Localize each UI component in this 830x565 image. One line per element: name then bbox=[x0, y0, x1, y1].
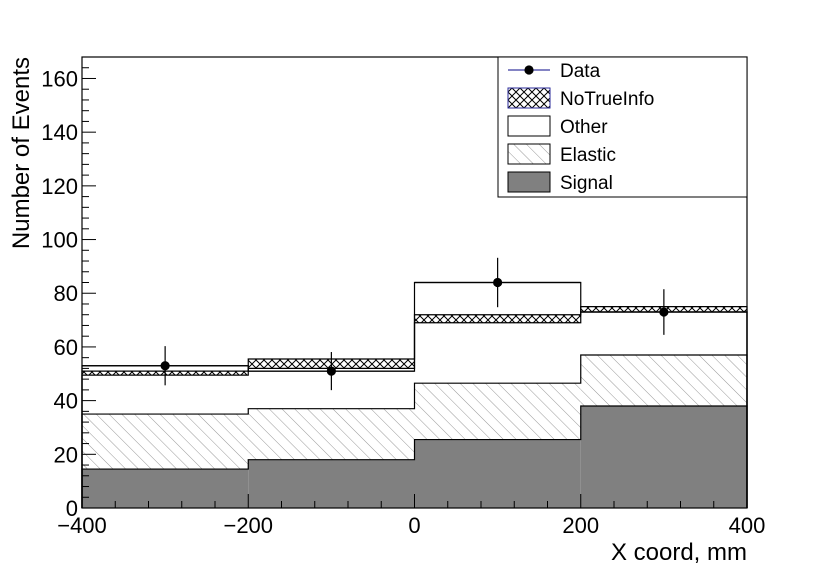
y-tick-label: 80 bbox=[54, 281, 78, 306]
legend-swatch-signal bbox=[507, 171, 551, 193]
bar-signal-1 bbox=[82, 469, 249, 508]
legend-label-data: Data bbox=[560, 61, 601, 82]
y-tick-label: 100 bbox=[41, 228, 78, 253]
legend-swatch-data-marker bbox=[524, 65, 534, 75]
bar-other-3 bbox=[414, 322, 581, 384]
bar-elastic-1 bbox=[82, 414, 249, 470]
y-tick-label: 20 bbox=[54, 442, 78, 467]
bar-signal-4 bbox=[580, 405, 747, 508]
y-tick-label: 40 bbox=[54, 389, 78, 414]
legend-swatch-other bbox=[507, 115, 551, 137]
y-tick-label: 0 bbox=[66, 496, 78, 521]
outline-elastic bbox=[81, 354, 748, 508]
x-tick-label: 0 bbox=[408, 513, 420, 538]
legend-label-elastic: Elastic bbox=[560, 145, 616, 166]
legend: Data NoTrueInfo Other Elastic Signal bbox=[497, 56, 748, 198]
bar-elastic-4 bbox=[580, 354, 747, 406]
data-point-2 bbox=[326, 366, 336, 376]
bar-signal-3 bbox=[414, 439, 581, 508]
data-point-3 bbox=[493, 277, 503, 288]
data-point-1 bbox=[160, 361, 170, 371]
legend-label-signal: Signal bbox=[560, 173, 613, 194]
bar-notrueinfo-3 bbox=[414, 314, 581, 323]
x-tick-label: −400 bbox=[57, 513, 107, 538]
axis-ticks bbox=[81, 56, 748, 509]
x-axis-title: X coord, mm bbox=[611, 539, 747, 565]
bar-elastic-3 bbox=[414, 383, 581, 440]
y-tick-label: 60 bbox=[54, 335, 78, 360]
legend-label-other: Other bbox=[560, 117, 608, 138]
x-tick-label: 400 bbox=[729, 513, 766, 538]
outline-signal bbox=[81, 405, 748, 508]
legend-swatch-notrueinfo bbox=[507, 87, 551, 109]
stacked-bars bbox=[82, 306, 747, 508]
bar-signal-2 bbox=[248, 459, 415, 508]
y-axis-title: Number of Events bbox=[8, 57, 35, 249]
legend-label-notrueinfo: NoTrueInfo bbox=[560, 89, 654, 110]
data-points bbox=[82, 257, 747, 391]
x-tick-label: 200 bbox=[562, 513, 599, 538]
y-tick-label: 160 bbox=[41, 66, 78, 91]
y-tick-label: 120 bbox=[41, 174, 78, 199]
tick-labels: 0 20 40 60 80 100 120 140 160 −400 −200 0 200 400 bbox=[41, 66, 765, 538]
x-tick-label: −200 bbox=[223, 513, 273, 538]
legend-swatch-elastic bbox=[507, 143, 551, 165]
y-tick-label: 140 bbox=[41, 120, 78, 145]
data-point-4 bbox=[659, 307, 669, 317]
bar-elastic-2 bbox=[248, 408, 415, 460]
